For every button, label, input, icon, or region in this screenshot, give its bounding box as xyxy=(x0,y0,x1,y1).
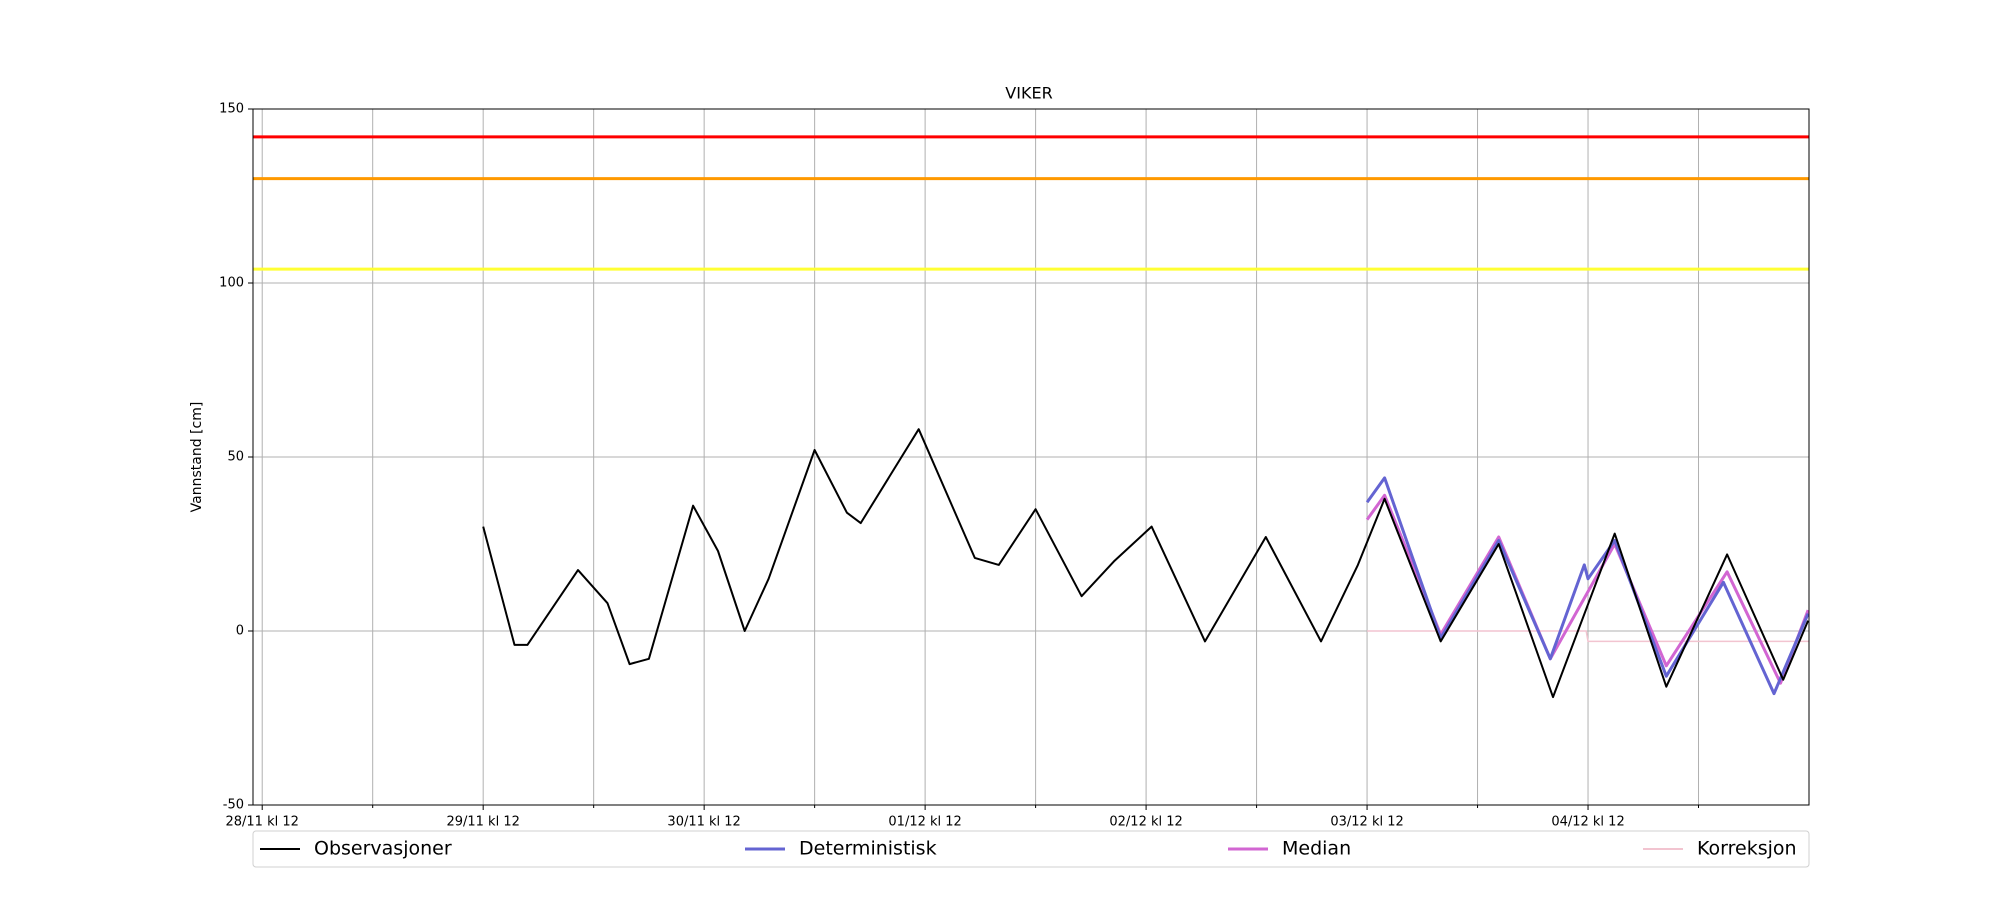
legend-label: Median xyxy=(1282,838,1351,860)
y-tick-label: 150 xyxy=(219,102,244,117)
x-tick-label: 01/12 kl 12 xyxy=(888,815,961,830)
series-line xyxy=(1365,476,1810,696)
x-tick-label: 29/11 kl 12 xyxy=(446,815,519,830)
plot-frame xyxy=(252,108,1810,806)
legend-label: Deterministisk xyxy=(799,838,937,860)
series-line xyxy=(1365,493,1810,685)
y-tick-label: 0 xyxy=(236,624,244,639)
chart-title: VIKER xyxy=(1005,84,1052,103)
x-tick-label: 30/11 kl 12 xyxy=(667,815,740,830)
y-tick-label: 50 xyxy=(227,450,244,465)
legend-label: Korreksjon xyxy=(1697,838,1797,860)
x-tick-label: 28/11 kl 12 xyxy=(225,815,298,830)
legend-box xyxy=(252,830,1810,868)
series-line xyxy=(482,428,1810,699)
y-tick-label: -50 xyxy=(223,798,244,813)
y-tick-label: 100 xyxy=(219,276,244,291)
x-tick-label: 02/12 kl 12 xyxy=(1109,815,1182,830)
legend: Observasjoner Deterministisk Median Korreks… xyxy=(252,830,1810,868)
series-line xyxy=(1367,630,1809,643)
legend-label: Observasjoner xyxy=(314,838,452,860)
x-tick-label: 03/12 kl 12 xyxy=(1330,815,1403,830)
x-tick-label: 04/12 kl 12 xyxy=(1551,815,1624,830)
y-axis-label: Vannstand [cm] xyxy=(189,402,205,513)
